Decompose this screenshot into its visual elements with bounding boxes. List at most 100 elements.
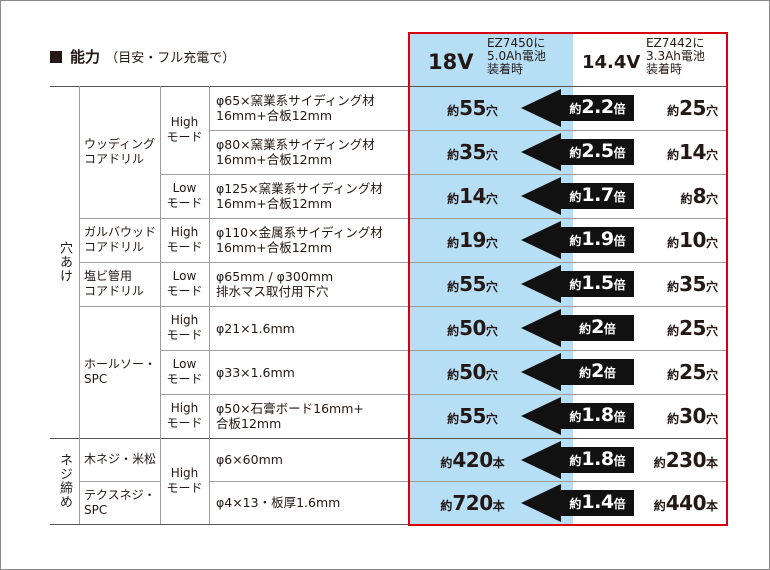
value-144v-num: 440 — [665, 491, 707, 515]
left-arrow-icon — [521, 221, 634, 259]
ratio-num: 2 — [591, 316, 604, 338]
value-144v-unit: 本 — [705, 456, 718, 470]
ratio-arrow: 約 1.9 倍 — [521, 221, 634, 259]
subcat-wood-screw: 木ネジ・米松 — [84, 438, 160, 481]
header-144v-battery: 3.3Ah電池 — [646, 49, 705, 63]
group-screwing: ネジ締め — [50, 438, 79, 524]
condition-line: φ65×窯業系サイディング材 — [216, 93, 375, 108]
header-144v-mounted: 装着時 — [646, 62, 683, 76]
value-18v-unit: 本 — [492, 456, 505, 470]
condition-line: 16mm+合板12mm — [216, 196, 332, 211]
value-18v-pre: 約 — [440, 456, 453, 470]
ratio-unit: 倍 — [613, 410, 626, 424]
value-144v-unit: 穴 — [705, 104, 718, 118]
value-144v-unit: 穴 — [705, 148, 718, 162]
value-18v: 約 19 穴 — [410, 218, 535, 262]
value-144v-num: 25 — [679, 316, 706, 340]
value-18v-pre: 約 — [447, 104, 460, 118]
condition-cell: φ125×窯業系サイディング材 16mm+合板12mm — [216, 174, 408, 218]
value-144v-pre: 約 — [667, 280, 680, 294]
ratio-arrow: 約 1.4 倍 — [521, 484, 634, 522]
mode-low-1: Low モード — [160, 174, 209, 218]
ratio-arrow: 約 1.7 倍 — [521, 177, 634, 215]
ratio-unit: 倍 — [603, 366, 616, 380]
ratio-arrow: 約 2.5 倍 — [521, 133, 634, 171]
group-screwing-label: ネジ締め — [57, 453, 72, 509]
header-144v-model: EZ7442に — [646, 36, 705, 50]
subcat-gypsum-line2: コアドリル — [84, 240, 145, 254]
value-144v-num: 25 — [679, 360, 706, 384]
value-18v-unit: 穴 — [485, 412, 498, 426]
row-line-4 — [79, 262, 726, 263]
condition-cell: φ80×窯業系サイディング材 16mm+合板12mm — [216, 130, 408, 174]
ratio-label: 約 2.5 倍 — [561, 133, 634, 171]
value-144v-unit: 穴 — [705, 280, 718, 294]
subcat-wood-line2: コアドリル — [84, 152, 145, 166]
condition-line: φ65mm / φ300mm — [216, 269, 334, 284]
value-18v-pre: 約 — [447, 148, 460, 162]
ratio-label: 約 1.9 倍 — [561, 221, 634, 259]
subcat-gypsum-line1: ガルバウッド — [84, 225, 157, 239]
value-144v-pre: 約 — [667, 324, 680, 338]
value-18v: 約 55 穴 — [410, 86, 535, 130]
ratio-unit: 倍 — [613, 190, 626, 204]
condition-cell: φ65×窯業系サイディング材 16mm+合板12mm — [216, 86, 408, 130]
value-18v-pre: 約 — [447, 368, 460, 382]
value-144v: 約 25 穴 — [630, 86, 722, 130]
value-18v: 約 50 穴 — [410, 306, 535, 350]
header-18v-model: EZ7450に — [487, 36, 546, 50]
value-144v-num: 35 — [679, 272, 706, 296]
ratio-pre: 約 — [569, 102, 582, 116]
arrow-shape — [521, 397, 634, 435]
condition-cell: φ21×1.6mm — [216, 306, 408, 350]
value-144v-pre: 約 — [667, 412, 680, 426]
mode-high-1: High モード — [160, 86, 209, 174]
value-18v: 約 720 本 — [410, 481, 535, 524]
condition-line: φ50×石膏ボード16mm+ — [216, 401, 364, 416]
mode-low-3: Low モード — [160, 350, 209, 394]
subcat-tek-screw: テクスネジ・ SPC — [84, 481, 160, 524]
mode-label: High — [170, 313, 199, 327]
mode-suffix: モード — [166, 130, 203, 144]
value-144v: 約 230 本 — [630, 438, 722, 481]
ratio-num: 2.2 — [581, 96, 614, 118]
mode-high-2: High モード — [160, 218, 209, 262]
title-bullet-square — [50, 51, 62, 63]
subcat-tekscrew-line1: テクスネジ・ — [84, 487, 156, 502]
condition-line: φ21×1.6mm — [216, 320, 295, 336]
subcat-tekscrew-line2: SPC — [84, 502, 108, 517]
subcat-holesaw-line1: ホールソー・ — [84, 357, 157, 371]
mode-label: Low — [172, 357, 197, 371]
left-arrow-icon — [521, 89, 634, 127]
value-18v: 約 14 穴 — [410, 174, 535, 218]
ratio-label: 約 2 倍 — [561, 353, 634, 391]
ratio-num: 1.9 — [581, 228, 614, 250]
mode-suffix: モード — [166, 328, 203, 342]
arrow-shape — [521, 484, 634, 522]
value-144v: 約 14 穴 — [630, 130, 722, 174]
condition-cell: φ4×13・板厚1.6mm — [216, 481, 408, 524]
value-18v: 約 55 穴 — [410, 394, 535, 438]
ratio-pre: 約 — [579, 366, 592, 380]
ratio-pre: 約 — [569, 146, 582, 160]
value-18v: 約 35 穴 — [410, 130, 535, 174]
subcat-wood-line1: ウッディング — [84, 137, 156, 151]
condition-line: 合板12mm — [216, 416, 282, 431]
group-separator-line — [50, 438, 726, 439]
value-18v-unit: 穴 — [485, 368, 498, 382]
value-144v-num: 25 — [679, 96, 706, 120]
group-drilling: 穴あけ — [50, 86, 79, 438]
mode-label: High — [170, 401, 199, 415]
ratio-label: 約 1.7 倍 — [561, 177, 634, 215]
condition-cell: φ33×1.6mm — [216, 350, 408, 394]
subcat-wood-core-drill: ウッディング コアドリル — [84, 86, 160, 218]
value-18v-num: 19 — [459, 228, 486, 252]
ratio-num: 1.5 — [581, 272, 614, 294]
value-144v-num: 14 — [679, 140, 706, 164]
ratio-label: 約 1.8 倍 — [561, 397, 634, 435]
subcat-pvc-line1: 塩ビ管用 — [84, 269, 133, 283]
row-line-7 — [160, 394, 726, 395]
value-144v: 約 25 穴 — [630, 306, 722, 350]
value-144v-unit: 穴 — [705, 236, 718, 250]
ratio-unit: 倍 — [613, 278, 626, 292]
